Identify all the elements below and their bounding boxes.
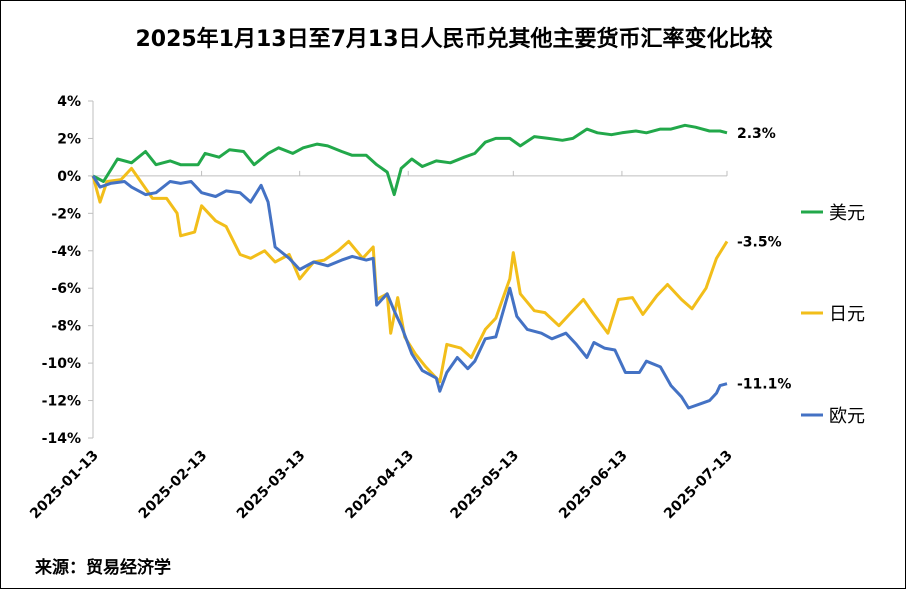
x-tick-label: 2025-03-13 — [234, 448, 309, 523]
series-line-1 — [92, 123, 728, 197]
y-tick-label: -12% — [42, 394, 81, 410]
end-value-label: -3.5% — [737, 234, 782, 250]
x-tick-label: 2025-07-13 — [661, 448, 736, 523]
x-tick-label: 2025-05-13 — [448, 448, 523, 523]
y-tick-label: -8% — [51, 319, 81, 335]
y-tick-label: -10% — [42, 356, 81, 372]
x-tick-label: 2025-06-13 — [556, 448, 631, 523]
end-value-label: 2.3% — [737, 126, 776, 142]
end-value-label: -11.1% — [737, 377, 791, 393]
chart-title: 2025年1月13日至7月13日人民币兑其他主要货币汇率变化比较 — [135, 27, 773, 52]
series-line-2 — [91, 166, 729, 384]
y-tick-label: -14% — [42, 431, 81, 447]
legend-label: 日元 — [829, 304, 865, 325]
y-tick-label: 2% — [57, 131, 81, 147]
legend-label: 美元 — [829, 203, 865, 224]
y-tick-label: -6% — [51, 281, 81, 297]
source-note: 来源：贸易经济学 — [35, 558, 171, 578]
y-tick-label: 0% — [57, 169, 81, 185]
legend-label: 欧元 — [829, 406, 865, 427]
y-tick-label: -4% — [51, 244, 81, 260]
x-tick-label: 2025-04-13 — [342, 448, 417, 523]
series-line-3 — [91, 175, 728, 410]
x-tick-label: 2025-01-13 — [27, 448, 102, 523]
y-tick-label: 4% — [57, 94, 81, 110]
y-tick-label: -2% — [51, 206, 81, 222]
x-tick-label: 2025-02-13 — [136, 448, 211, 523]
